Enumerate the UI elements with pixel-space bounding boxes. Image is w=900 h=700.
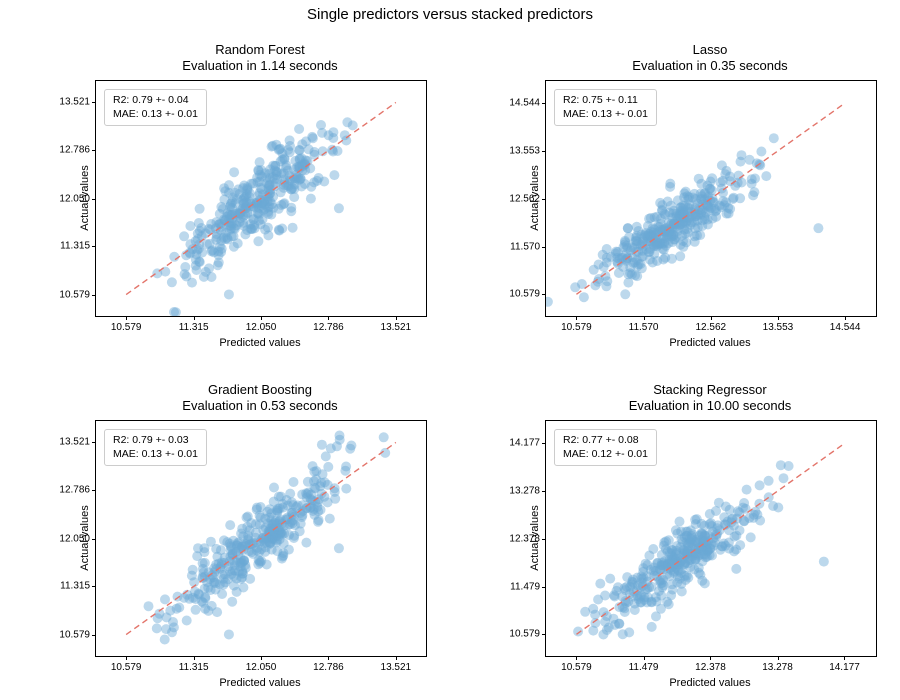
xtick-label: 12.378 (695, 662, 726, 673)
xtick-label: 10.579 (111, 322, 142, 333)
xtick-label: 12.050 (246, 662, 277, 673)
subplot-title-line2: Evaluation in 1.14 seconds (95, 58, 425, 74)
r2-text: R2: 0.79 +- 0.03 (113, 434, 198, 448)
subplot-title-line1: Lasso (545, 42, 875, 58)
subplot: Gradient BoostingEvaluation in 0.53 seco… (95, 420, 425, 655)
plot-area: 10.57911.31512.05012.78613.52110.57911.3… (95, 420, 427, 657)
xtick-label: 10.579 (561, 662, 592, 673)
ytick-label: 10.579 (46, 289, 90, 300)
subplot-title-line2: Evaluation in 10.00 seconds (545, 398, 875, 414)
subplot: Stacking RegressorEvaluation in 10.00 se… (545, 420, 875, 655)
plot-area: 10.57911.47912.37813.27814.17710.57911.4… (545, 420, 877, 657)
figure-suptitle: Single predictors versus stacked predict… (0, 6, 900, 23)
subplot-title-line1: Stacking Regressor (545, 382, 875, 398)
r2-text: R2: 0.77 +- 0.08 (563, 434, 648, 448)
ylabel: Actual values (529, 148, 541, 248)
xtick-label: 14.544 (830, 322, 861, 333)
r2-text: R2: 0.75 +- 0.11 (563, 94, 648, 108)
xtick-label: 13.521 (381, 662, 412, 673)
xlabel: Predicted values (545, 337, 875, 349)
stats-box: R2: 0.77 +- 0.08MAE: 0.12 +- 0.01 (554, 429, 657, 466)
subplot-title-line1: Gradient Boosting (95, 382, 425, 398)
xtick-label: 12.050 (246, 322, 277, 333)
xtick-label: 11.479 (629, 662, 659, 673)
xtick-label: 11.315 (179, 662, 209, 673)
mae-text: MAE: 0.13 +- 0.01 (563, 108, 648, 122)
ytick-label: 13.521 (46, 97, 90, 108)
ytick-label: 14.544 (496, 98, 540, 109)
ytick-label: 10.579 (46, 629, 90, 640)
xtick-label: 10.579 (561, 322, 592, 333)
ytick-label: 10.579 (496, 629, 540, 640)
xtick-label: 12.562 (695, 322, 726, 333)
ylabel: Actual values (529, 488, 541, 588)
stats-box: R2: 0.79 +- 0.03MAE: 0.13 +- 0.01 (104, 429, 207, 466)
xtick-label: 12.786 (313, 322, 344, 333)
stats-box: R2: 0.75 +- 0.11MAE: 0.13 +- 0.01 (554, 89, 657, 126)
ylabel: Actual values (79, 488, 91, 588)
subplot: LassoEvaluation in 0.35 seconds10.57911.… (545, 80, 875, 315)
xtick-label: 13.278 (762, 662, 793, 673)
r2-text: R2: 0.79 +- 0.04 (113, 94, 198, 108)
subplot-title-line1: Random Forest (95, 42, 425, 58)
subplot-title: Stacking RegressorEvaluation in 10.00 se… (545, 382, 875, 413)
xtick-label: 14.177 (829, 662, 860, 673)
ylabel: Actual values (79, 148, 91, 248)
xlabel: Predicted values (95, 337, 425, 349)
xtick-label: 11.315 (179, 322, 209, 333)
mae-text: MAE: 0.13 +- 0.01 (113, 448, 198, 462)
subplot-title: LassoEvaluation in 0.35 seconds (545, 42, 875, 73)
subplot-title-line2: Evaluation in 0.35 seconds (545, 58, 875, 74)
figure: Single predictors versus stacked predict… (0, 0, 900, 700)
xtick-label: 13.521 (381, 322, 412, 333)
subplot-title-line2: Evaluation in 0.53 seconds (95, 398, 425, 414)
ytick-label: 10.579 (496, 289, 540, 300)
stats-box: R2: 0.79 +- 0.04MAE: 0.13 +- 0.01 (104, 89, 207, 126)
mae-text: MAE: 0.13 +- 0.01 (113, 108, 198, 122)
xtick-label: 10.579 (111, 662, 142, 673)
ytick-label: 14.177 (496, 438, 540, 449)
xlabel: Predicted values (545, 677, 875, 689)
xlabel: Predicted values (95, 677, 425, 689)
subplot-title: Random ForestEvaluation in 1.14 seconds (95, 42, 425, 73)
subplot-title: Gradient BoostingEvaluation in 0.53 seco… (95, 382, 425, 413)
xtick-label: 12.786 (313, 662, 344, 673)
plot-area: 10.57911.57012.56213.55314.54410.57911.5… (545, 80, 877, 317)
xtick-label: 11.570 (629, 322, 659, 333)
xtick-label: 13.553 (763, 322, 794, 333)
ytick-label: 13.521 (46, 437, 90, 448)
subplot: Random ForestEvaluation in 1.14 seconds1… (95, 80, 425, 315)
plot-area: 10.57911.31512.05012.78613.52110.57911.3… (95, 80, 427, 317)
mae-text: MAE: 0.12 +- 0.01 (563, 448, 648, 462)
